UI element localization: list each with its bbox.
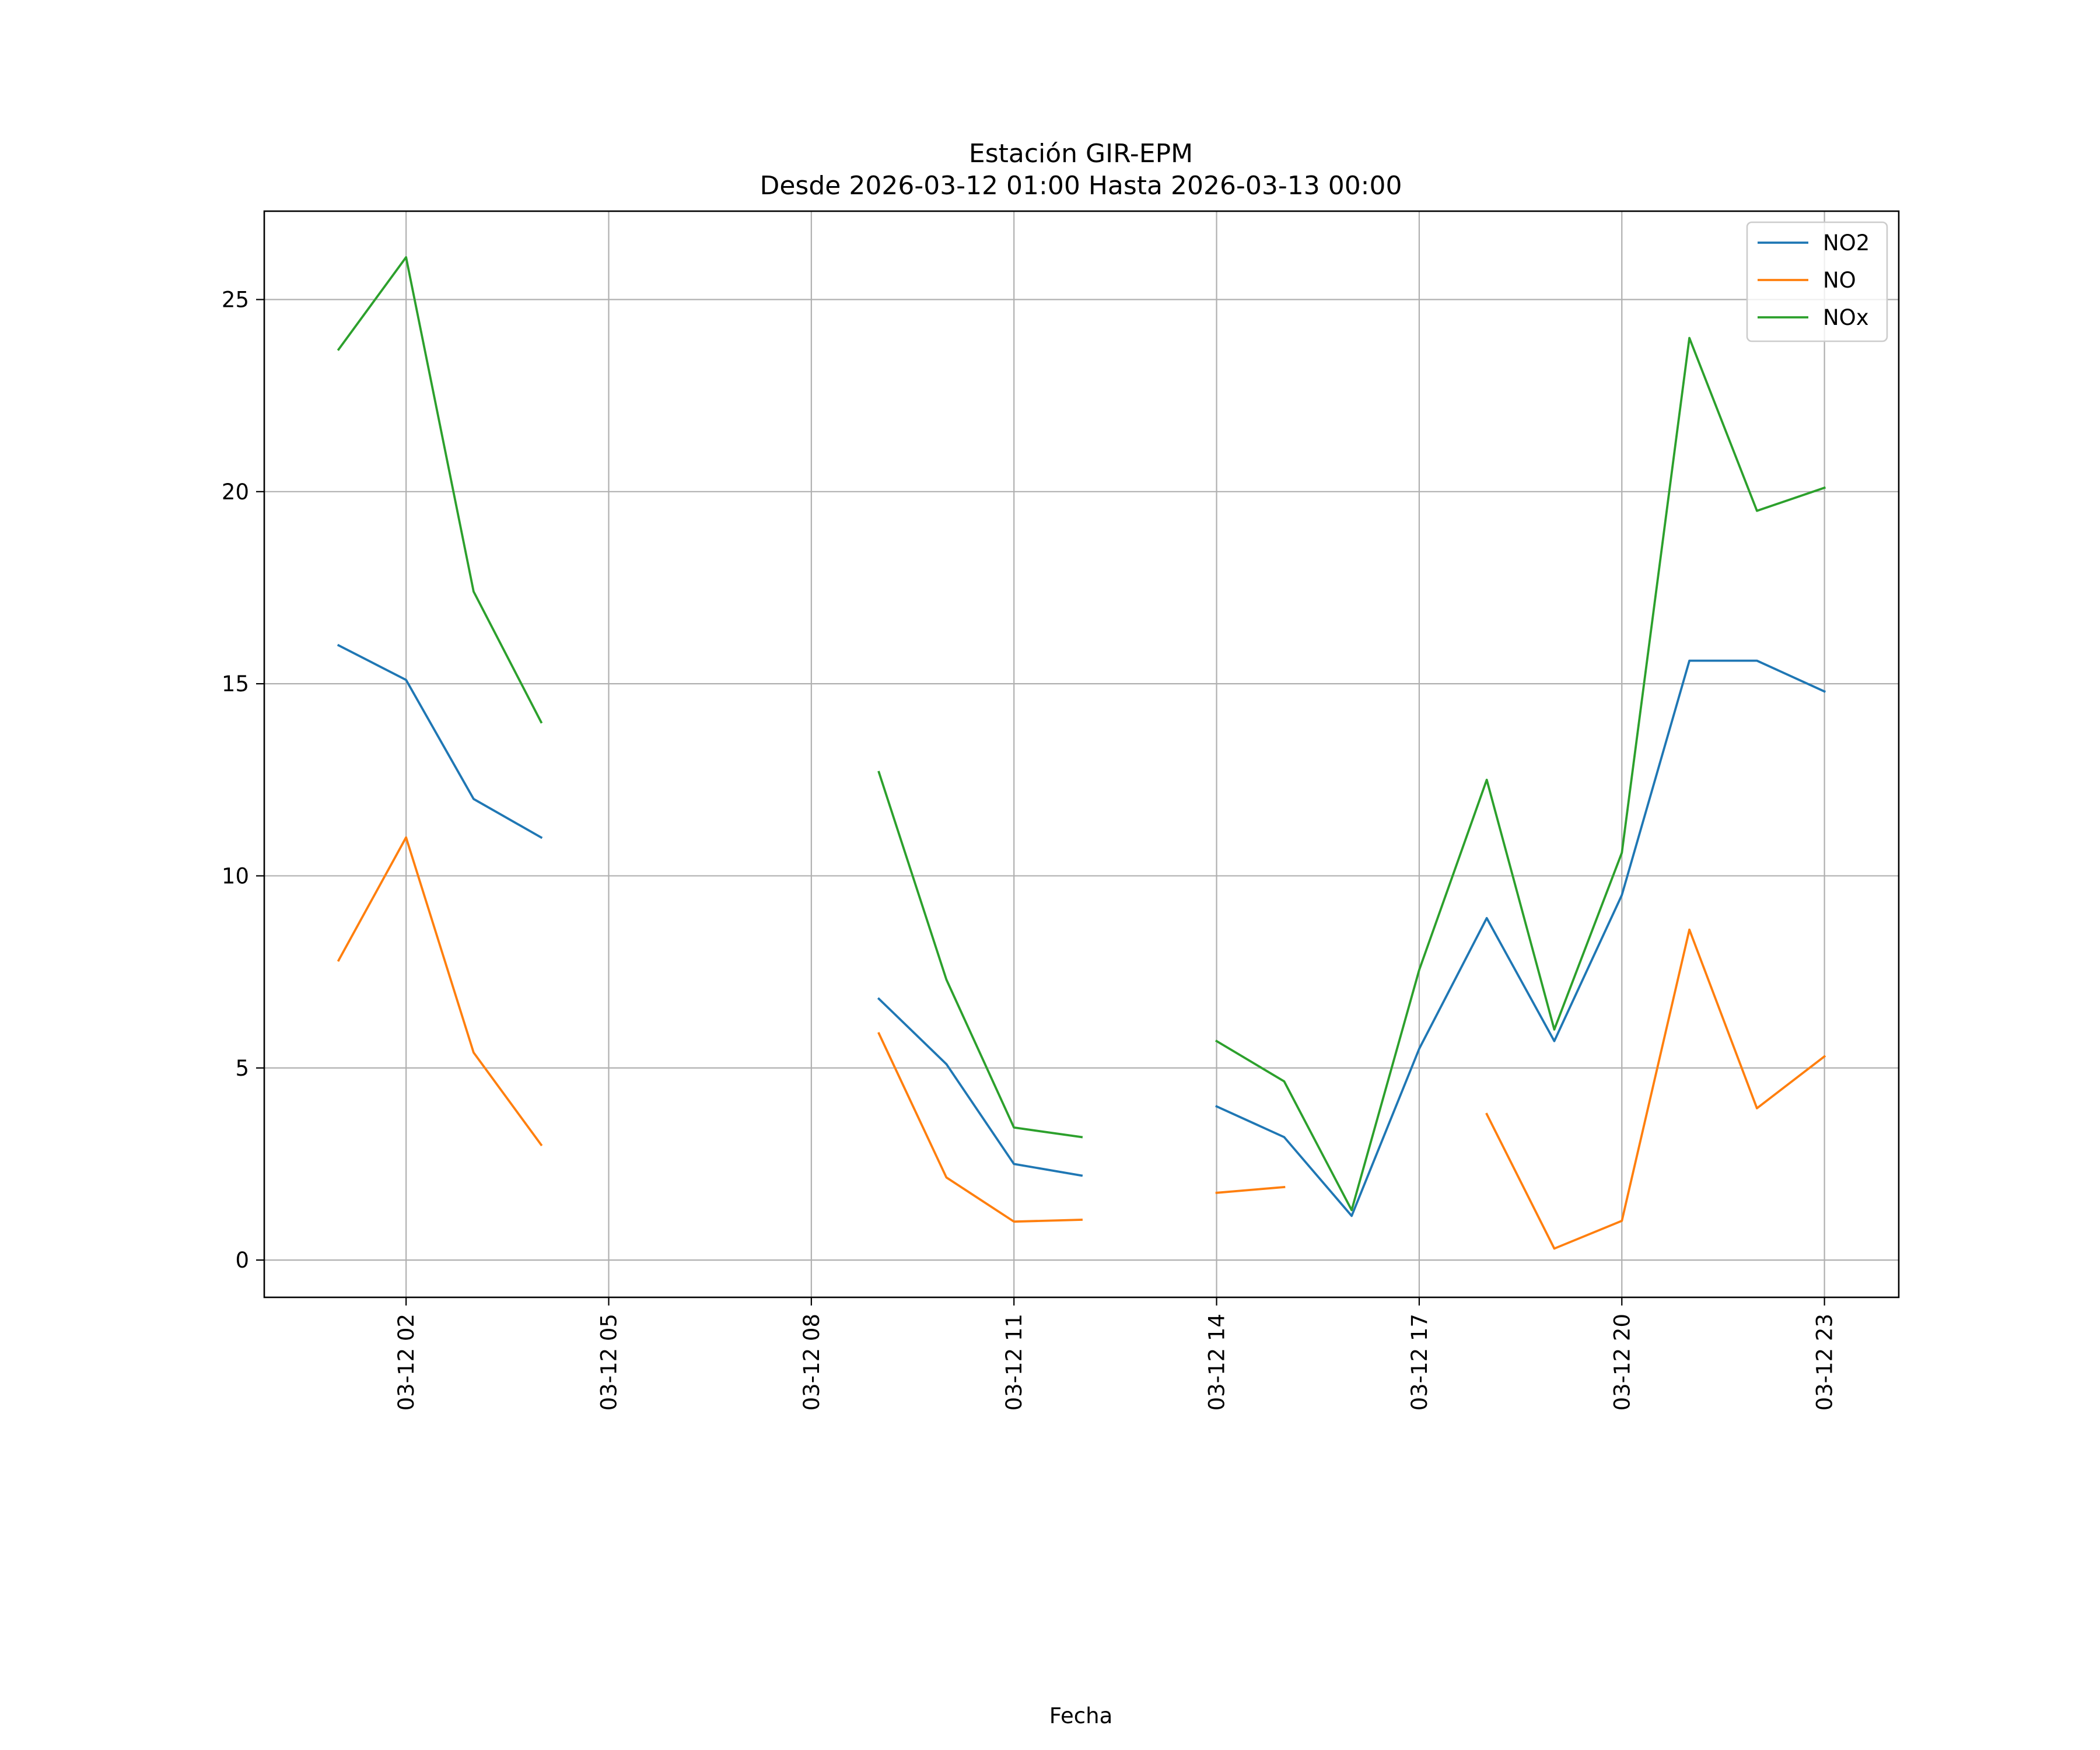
x-tick-label: 03-12 05 — [597, 1314, 622, 1410]
x-tick-label: 03-12 14 — [1205, 1314, 1230, 1410]
series-line-no2 — [337, 643, 1826, 1217]
x-axis: 03-12 02 03-12 05 03-12 08 03-12 11 03-12 14… — [394, 1297, 1838, 1410]
x-tick-label: 03-12 20 — [1609, 1314, 1634, 1410]
y-axis: 0 5 10 15 20 25 — [222, 287, 264, 1273]
y-tick-label: 20 — [222, 480, 249, 505]
legend-label-no2: NO2 — [1823, 230, 1870, 256]
x-axis-label: Fecha — [1049, 1703, 1113, 1728]
legend-frame — [1746, 221, 1888, 342]
grid-lines — [264, 211, 1899, 1297]
x-tick-label: 03-12 23 — [1812, 1314, 1838, 1410]
x-tick-label: 03-12 17 — [1407, 1314, 1432, 1410]
y-tick-label: 5 — [235, 1056, 249, 1081]
legend-label-no: NO — [1823, 268, 1856, 293]
x-tick-label: 03-12 08 — [799, 1314, 824, 1410]
legend: NO2 NO NOx — [1746, 221, 1888, 342]
plot-frame — [263, 210, 1900, 1298]
series-lines — [337, 256, 1826, 1250]
series-line-no — [337, 836, 1826, 1250]
chart-subtitle: Desde 2026-03-12 01:00 Hasta 2026-03-13 … — [760, 171, 1402, 201]
y-tick-label: 0 — [235, 1248, 249, 1273]
legend-label-nox: NOx — [1823, 305, 1869, 330]
y-tick-label: 25 — [222, 287, 249, 312]
y-tick-label: 10 — [222, 863, 249, 888]
y-tick-label: 15 — [222, 671, 249, 696]
chart-title: Estación GIR-EPM — [969, 139, 1193, 169]
x-tick-label: 03-12 11 — [1002, 1314, 1027, 1410]
series-line-nox — [337, 256, 1826, 1212]
x-tick-label: 03-12 02 — [394, 1314, 419, 1410]
